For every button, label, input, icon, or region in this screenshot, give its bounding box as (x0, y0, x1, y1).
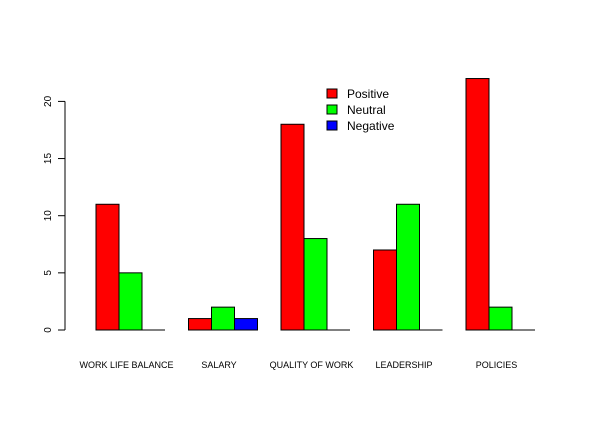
legend-swatch-positive (326, 88, 338, 99)
bar-positive (95, 203, 120, 331)
bar-positive (465, 78, 490, 331)
legend-swatch-negative (326, 120, 338, 131)
y-tick-label: 0 (43, 327, 54, 333)
y-tick-label: 10 (43, 210, 54, 222)
bar-positive (188, 318, 212, 331)
y-axis: 0 5 10 15 20 (43, 95, 66, 333)
x-category-label: QUALITY OF WORK (270, 360, 354, 370)
bar-negative (234, 318, 258, 331)
bar-neutral (303, 238, 328, 331)
category-labels: WORK LIFE BALANCE SALARY QUALITY OF WORK LE… (79, 360, 517, 370)
legend-swatch-neutral (326, 104, 338, 115)
x-category-label: SALARY (201, 360, 236, 370)
y-tick-label: 5 (43, 270, 54, 276)
legend: Positive Neutral Negative (326, 87, 395, 133)
x-category-label: WORK LIFE BALANCE (79, 360, 173, 370)
bar-neutral (488, 306, 513, 331)
bars (95, 78, 513, 331)
x-category-label: POLICIES (476, 360, 518, 370)
y-tick-label: 15 (43, 153, 54, 165)
legend-label-neutral: Neutral (347, 103, 386, 117)
legend-label-negative: Negative (347, 119, 395, 133)
bar-positive (373, 249, 397, 331)
bar-positive (280, 123, 305, 331)
bar-neutral (211, 306, 235, 331)
legend-label-positive: Positive (347, 87, 389, 101)
y-tick-label: 20 (43, 95, 54, 107)
x-category-label: LEADERSHIP (375, 360, 432, 370)
bar-neutral (396, 203, 420, 331)
bar-neutral (118, 272, 143, 331)
